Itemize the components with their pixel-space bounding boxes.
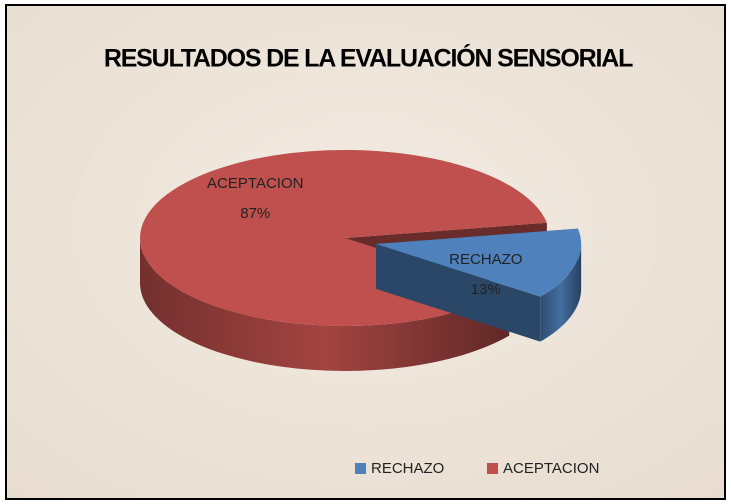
legend-label: ACEPTACION bbox=[503, 460, 599, 477]
data-label-value: 87% bbox=[240, 205, 270, 222]
slice-cut-face bbox=[376, 243, 541, 342]
legend-label: RECHAZO bbox=[371, 460, 444, 477]
data-label-name: RECHAZO bbox=[449, 251, 522, 268]
legend-swatch bbox=[487, 463, 498, 474]
data-label-name: ACEPTACION bbox=[207, 175, 303, 192]
data-label-value: 13% bbox=[471, 281, 501, 298]
slice-side bbox=[540, 243, 582, 342]
slice-side bbox=[140, 238, 510, 371]
slice-top bbox=[376, 228, 582, 297]
chart-title: RESULTADOS DE LA EVALUACIÓN SENSORIAL bbox=[104, 43, 633, 73]
legend-swatch bbox=[355, 463, 366, 474]
pie-slice bbox=[376, 228, 582, 342]
